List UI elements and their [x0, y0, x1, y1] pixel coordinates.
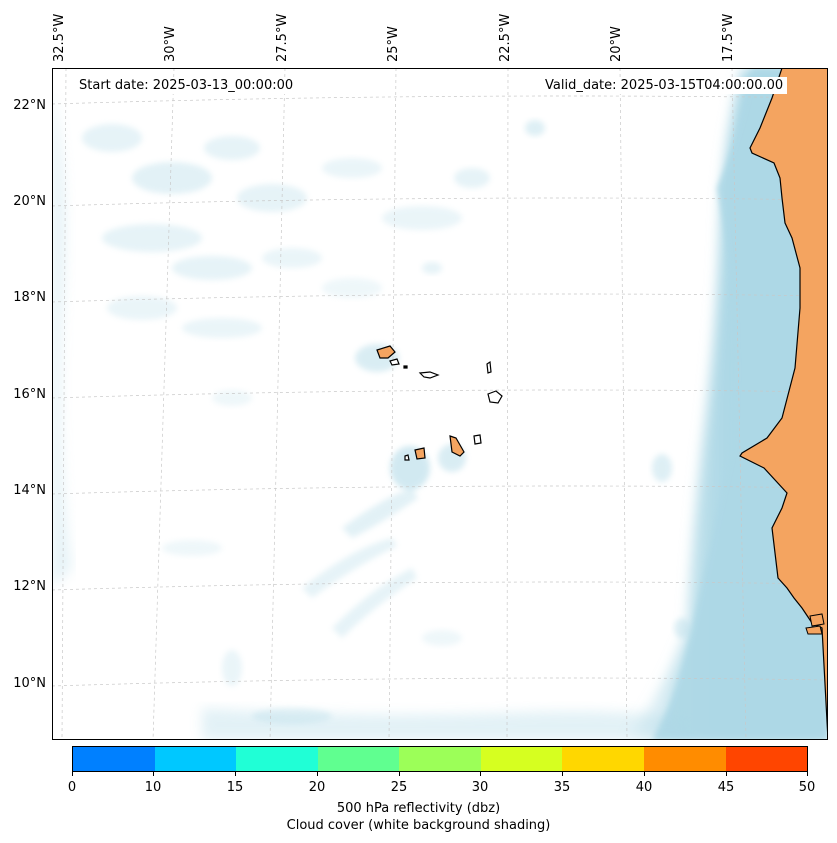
- lat-label-22n: 22°N: [13, 98, 46, 113]
- lon-label-20w: 20°W: [609, 26, 624, 62]
- lat-label-14n: 14°N: [13, 483, 46, 498]
- lon-label-27-5w: 27.5°W: [275, 13, 290, 62]
- africa-landmass: [739, 68, 828, 740]
- lat-label-16n: 16°N: [13, 387, 46, 402]
- island-sal: [486, 360, 492, 374]
- colorbar-segment: [317, 747, 400, 771]
- colorbar-label-reflectivity: 500 hPa reflectivity (dbz): [336, 801, 501, 816]
- island-santiago: [449, 435, 465, 457]
- colorbar-segment: [643, 747, 726, 771]
- lat-label-12n: 12°N: [13, 579, 46, 594]
- island-boa-vista: [487, 390, 503, 404]
- valid-date-label: Valid_date: 2025-03-15T04:00:00.00: [541, 77, 788, 94]
- lon-label-32-5w: 32.5°W: [52, 13, 67, 62]
- lon-label-22-5w: 22.5°W: [498, 13, 513, 62]
- colorbar-segment: [73, 747, 155, 771]
- island-santo-antao: [376, 345, 396, 359]
- colorbar-segment: [236, 747, 318, 771]
- island-fogo: [414, 447, 426, 460]
- bijagos-islands: [805, 613, 825, 635]
- island-santa-luzia: [403, 365, 408, 369]
- graticule: [52, 68, 828, 740]
- colorbar-tick-20: 20: [308, 780, 326, 795]
- colorbar-tick-30: 30: [471, 780, 489, 795]
- colorbar-segment: [399, 747, 481, 771]
- colorbar-tick-25: 25: [390, 780, 408, 795]
- map-panel: [52, 68, 828, 740]
- lon-label-25w: 25°W: [386, 26, 401, 62]
- lat-label-18n: 18°N: [13, 290, 46, 305]
- colorbar-segment: [725, 747, 808, 771]
- colorbar-label-cloud-cover: Cloud cover (white background shading): [286, 818, 551, 833]
- island-sao-nicolau: [418, 371, 440, 379]
- lon-label-17-5w: 17.5°W: [721, 13, 736, 62]
- colorbar-tick-45: 45: [717, 780, 735, 795]
- lon-label-30w: 30°W: [163, 26, 178, 62]
- lat-label-20n: 20°N: [13, 194, 46, 209]
- colorbar-tick-40: 40: [635, 780, 653, 795]
- reflectivity-colorbar: [72, 746, 808, 772]
- colorbar-tick-50: 50: [798, 780, 816, 795]
- colorbar-segment: [562, 747, 644, 771]
- start-date-label: Start date: 2025-03-13_00:00:00: [75, 77, 298, 94]
- island-brava: [404, 454, 410, 461]
- island-sao-vicente: [389, 358, 400, 366]
- cape-verde-islands: [376, 345, 503, 461]
- colorbar-segments: [73, 747, 808, 771]
- colorbar-tick-15: 15: [226, 780, 244, 795]
- map-frame: [52, 68, 828, 740]
- lat-label-10n: 10°N: [13, 676, 46, 691]
- colorbar-tick-0: 0: [67, 780, 77, 795]
- island-maio: [473, 434, 482, 445]
- colorbar-segment: [154, 747, 237, 771]
- colorbar-tick-10: 10: [144, 780, 162, 795]
- colorbar-tick-35: 35: [553, 780, 571, 795]
- colorbar-segment: [480, 747, 563, 771]
